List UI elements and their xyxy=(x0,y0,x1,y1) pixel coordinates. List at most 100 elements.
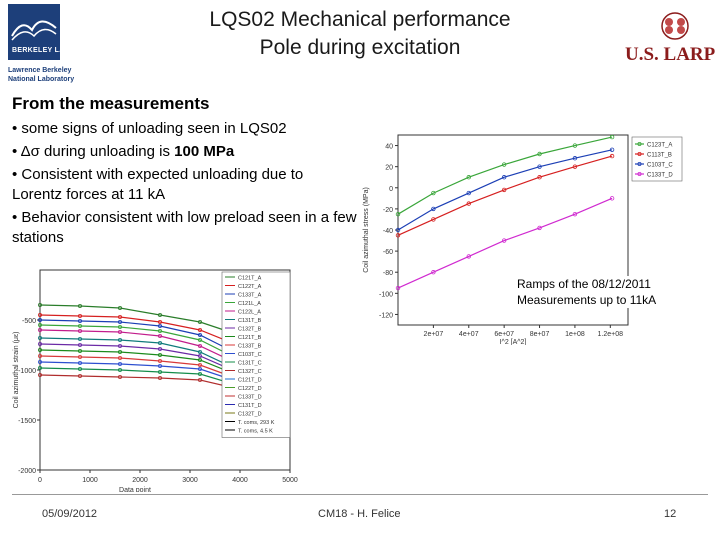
strain-data-point xyxy=(197,358,202,363)
stress-data-point xyxy=(537,151,542,157)
y-tick-label: -1000 xyxy=(18,368,36,375)
stress-data-point xyxy=(466,201,471,206)
stress-data-point xyxy=(537,175,542,180)
x-tick-label: 8e+07 xyxy=(530,331,550,338)
strain-data-point xyxy=(118,356,123,361)
strain-data-point xyxy=(78,374,83,379)
strain-data-point xyxy=(157,334,162,339)
legend-label: T. coms, 4.5 K xyxy=(238,429,273,435)
stress-data-point xyxy=(572,143,578,148)
legend-label: C122T_A xyxy=(238,284,262,290)
stress-data-point xyxy=(395,227,401,233)
legend-label: C133T_B xyxy=(238,344,262,350)
legend-marker xyxy=(637,172,642,177)
strain-data-point xyxy=(118,368,123,373)
bullet-text: • Δσ during unloading is xyxy=(12,143,175,160)
strain-data-point xyxy=(157,364,162,369)
strain-data-point xyxy=(37,323,42,328)
footer-author: CM18 - H. Felice xyxy=(318,508,401,520)
y-tick-label: -60 xyxy=(383,249,393,256)
strain-data-point xyxy=(157,313,162,318)
y-tick-label: -120 xyxy=(379,312,393,319)
stress-data-point xyxy=(466,254,471,259)
footer-date: 05/09/2012 xyxy=(42,508,98,520)
strain-data-point xyxy=(37,360,42,365)
legend-marker xyxy=(637,151,642,156)
stress-data-point xyxy=(609,196,615,201)
legend-box xyxy=(221,271,291,438)
stress-data-point xyxy=(501,187,507,193)
strain-data-point xyxy=(197,372,202,377)
footer-divider xyxy=(12,494,708,495)
bullet-item: • Behavior consistent with low preload s… xyxy=(12,209,357,246)
stress-chart: 2e+07 4e+07 6e+07 8e+07 1e+08 1.2e+08 40 20 0 -20… xyxy=(358,125,698,346)
larp-emblem-icon xyxy=(661,12,689,40)
slide-title-line1: LQS02 Mechanical performance xyxy=(209,8,511,31)
y-tick-label: -20 xyxy=(383,207,393,214)
strain-data-point xyxy=(157,324,162,329)
y-axis-label: Coil azimuthal strain (με) xyxy=(13,332,20,409)
strain-data-point xyxy=(118,315,123,320)
bullet-item: • Δσ during unloading is 100 MPa xyxy=(12,142,357,162)
strain-data-point xyxy=(197,378,202,383)
legend-label: C131T_D xyxy=(238,403,262,409)
stress-data-point xyxy=(572,156,578,161)
strain-data-point xyxy=(118,320,123,325)
stress-data-point xyxy=(572,164,578,169)
stress-data-point xyxy=(501,162,507,167)
legend-label: C131T_C xyxy=(238,361,262,367)
stress-series-line xyxy=(397,197,613,289)
legend-marker xyxy=(637,162,642,167)
strain-data-point xyxy=(197,350,202,355)
berkeley-lab-logo-mark: BERKELEY LAB xyxy=(8,4,70,60)
strain-chart-svg: 0 1000 2000 3000 4000 5000 -500 -1000 -1500 -2000… xyxy=(13,269,298,494)
berkeley-lab-subtitle: Lawrence Berkeley National Laboratory xyxy=(8,66,74,84)
berkeley-lab-logo-text: BERKELEY LAB xyxy=(12,47,70,54)
x-tick-label: 2e+07 xyxy=(424,331,444,338)
legend-label: C121L_A xyxy=(238,301,261,307)
strain-data-point xyxy=(78,329,83,334)
stress-data-point xyxy=(431,217,436,222)
stress-data-point xyxy=(609,134,615,140)
strain-data-point xyxy=(78,337,83,342)
strain-data-point xyxy=(197,338,202,343)
legend-label: C113T_B xyxy=(647,153,672,159)
strain-data-point xyxy=(118,350,123,355)
stress-data-point xyxy=(395,285,401,291)
legend-label: C122L_A xyxy=(238,310,261,316)
strain-data-point xyxy=(118,325,123,330)
strain-data-point xyxy=(118,375,123,380)
strain-data-point xyxy=(197,363,202,368)
stress-data-point xyxy=(501,238,507,243)
strain-data-point xyxy=(157,370,162,375)
strain-data-point xyxy=(37,318,42,323)
strain-data-point xyxy=(37,313,42,318)
stress-data-point xyxy=(466,190,471,196)
stress-data-point xyxy=(431,270,436,275)
y-tick-label: 20 xyxy=(385,165,393,172)
bullet-list: • some signs of unloading seen in LQS02 … xyxy=(12,119,357,251)
bullet-item: • some signs of unloading seen in LQS02 xyxy=(12,120,287,137)
x-tick-label: 6e+07 xyxy=(494,331,514,338)
stress-data-point xyxy=(572,211,578,217)
strain-data-point xyxy=(157,320,162,325)
strain-data-point xyxy=(197,354,202,359)
ramps-annotation: Ramps of the 08/12/2011 Measurements up … xyxy=(517,276,657,308)
stress-data-point xyxy=(609,147,615,152)
legend-label: T. coms, 293 K xyxy=(238,420,275,426)
legend-label: C131T_B xyxy=(238,318,262,324)
legend-label: C132T_B xyxy=(238,327,262,333)
strain-data-point xyxy=(37,342,42,347)
bullet-item: • Consistent with expected unloading due… xyxy=(12,166,304,203)
legend-label: C103T_C xyxy=(238,352,262,358)
strain-data-point xyxy=(37,366,42,371)
x-tick-label: 0 xyxy=(38,477,42,484)
berkeley-lab-logo: BERKELEY LAB Lawrence Berkeley National … xyxy=(8,4,86,86)
x-tick-label: 2000 xyxy=(132,477,148,484)
x-tick-label: 4000 xyxy=(232,477,248,484)
x-tick-label: 1000 xyxy=(82,477,98,484)
strain-data-point xyxy=(118,344,123,349)
stress-data-point xyxy=(537,225,542,231)
stress-data-point xyxy=(395,233,401,238)
legend-label: C133T_D xyxy=(238,395,262,401)
